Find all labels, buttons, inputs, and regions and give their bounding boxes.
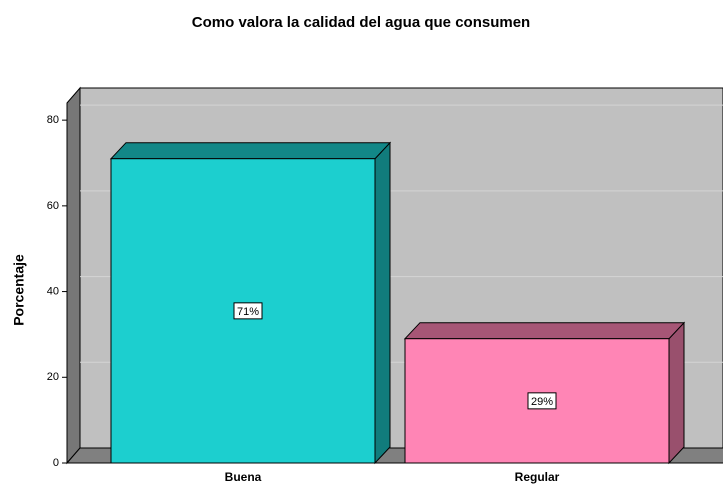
y-tick-label: 20 <box>47 371 59 383</box>
bar-side <box>668 321 685 465</box>
y-tick-label: 60 <box>47 200 59 212</box>
bar-side <box>374 141 391 465</box>
x-tick-label: Regular <box>515 470 560 484</box>
y-tick-label: 40 <box>47 285 59 297</box>
y-axis-label: Porcentaje <box>11 254 27 326</box>
value-label-box <box>233 302 263 320</box>
y-tick-label: 0 <box>53 457 59 469</box>
value-label: 71% <box>237 306 259 318</box>
chart-title: Como valora la calidad del agua que cons… <box>192 14 530 31</box>
y-tick-label: 80 <box>47 114 59 126</box>
bar-top <box>403 322 686 340</box>
x-tick-label: Buena <box>225 470 262 484</box>
value-label: 29% <box>531 396 553 408</box>
left-wall <box>66 86 81 465</box>
bar-top <box>109 142 392 160</box>
value-label-box <box>527 392 557 410</box>
